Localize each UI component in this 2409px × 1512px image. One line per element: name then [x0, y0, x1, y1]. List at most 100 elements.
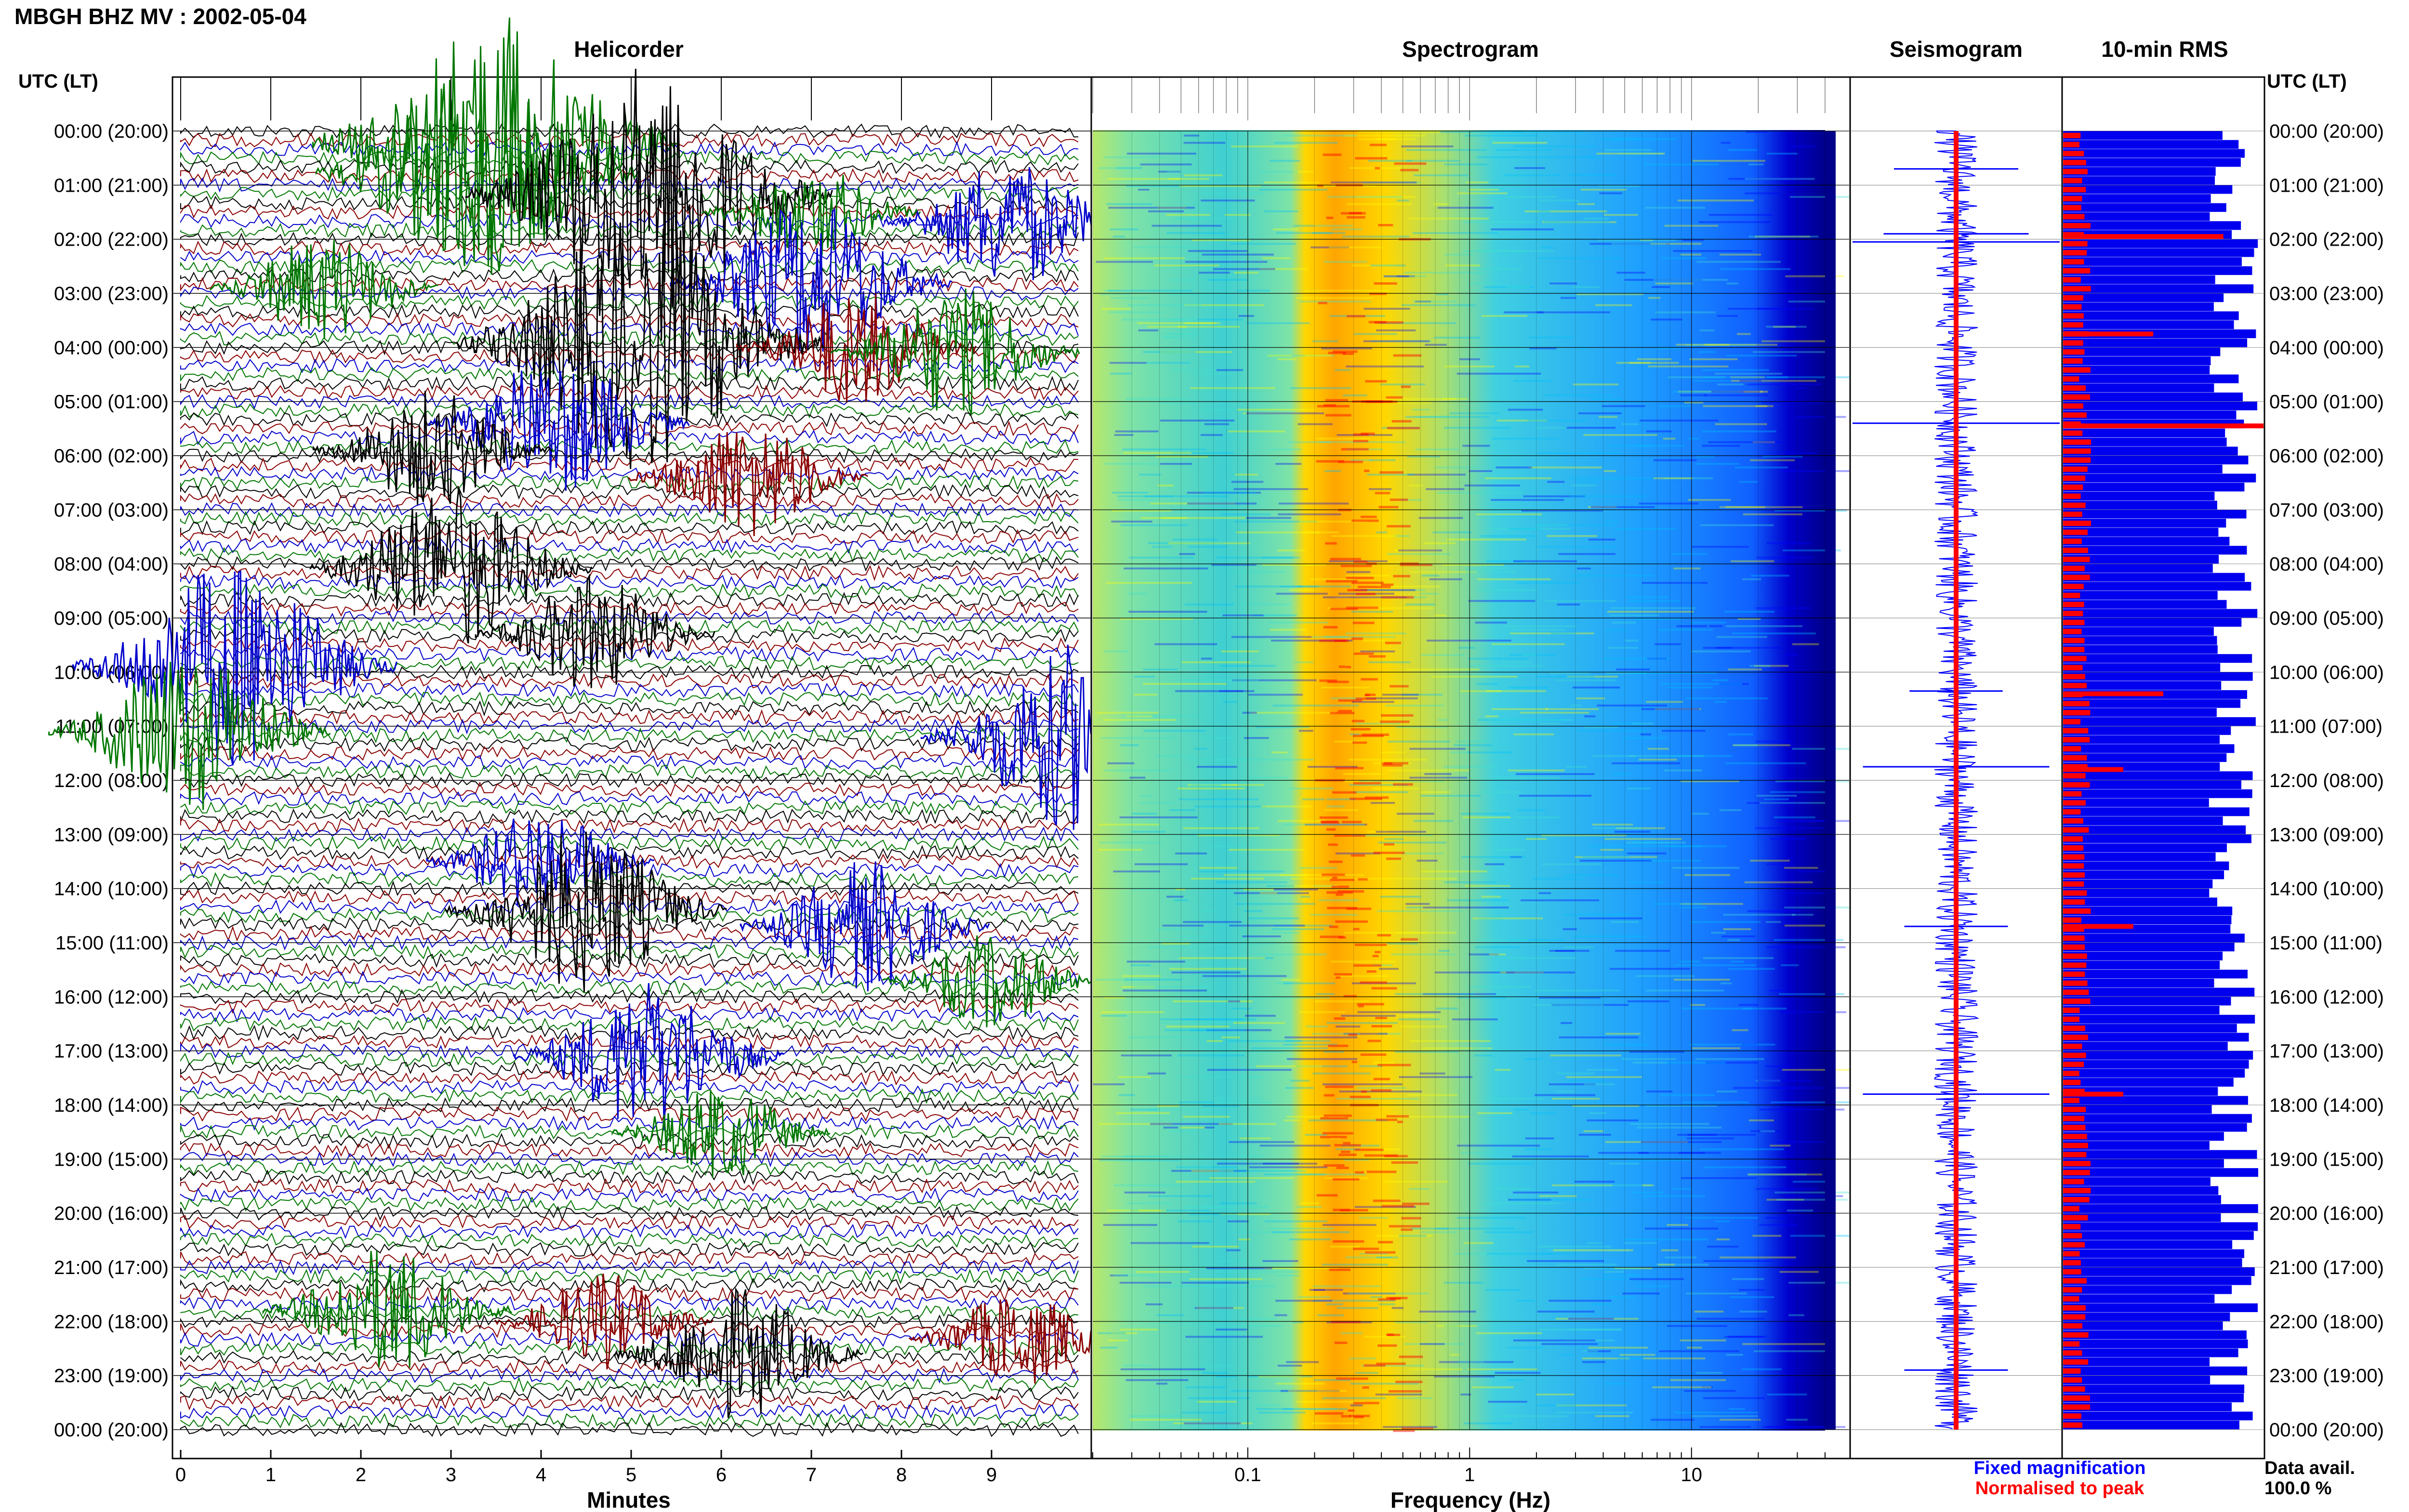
spectrogram-streak	[1422, 1047, 1492, 1050]
spectrogram-streak	[1245, 1014, 1276, 1017]
spectrogram-streak	[1266, 885, 1295, 887]
spectrogram-peak	[1381, 583, 1394, 586]
spectrogram-streak	[1756, 1079, 1781, 1082]
spectrogram-streak	[1124, 1155, 1204, 1157]
spectrogram-streak	[1485, 477, 1551, 479]
spectrogram-streak	[1114, 434, 1134, 436]
spectrogram-streak	[1609, 1296, 1635, 1298]
spectrogram-streak	[1538, 892, 1551, 894]
spectrogram-streak	[1549, 672, 1589, 674]
spectrogram-streak	[1507, 527, 1535, 530]
spectrogram-peak	[1364, 1154, 1398, 1157]
spectrogram-streak	[1235, 1155, 1265, 1157]
spectrogram-streak	[1444, 1325, 1458, 1327]
spectrogram-streak	[1330, 697, 1362, 699]
helicorder-trace	[180, 673, 1079, 689]
spectrogram-streak	[1322, 1263, 1388, 1266]
time-label-right: 20:00 (16:00)	[2269, 1203, 2384, 1224]
spectrogram-streak	[1611, 607, 1695, 609]
spectrogram-streak	[1704, 394, 1769, 396]
spectrogram-streak	[1553, 1249, 1633, 1251]
spectrogram-streak	[1286, 1361, 1319, 1363]
spectrogram-streak	[1637, 445, 1653, 447]
spectrogram-streak	[1583, 434, 1658, 436]
spectrogram-streak	[1790, 892, 1829, 894]
spectrogram-streak	[1782, 549, 1841, 552]
rms-fixed-bar	[2063, 573, 2245, 582]
spectrogram-streak	[1349, 1357, 1376, 1360]
rms-normalised-bar	[2063, 602, 2084, 607]
rms-normalised-bar	[2063, 1233, 2082, 1239]
spectrogram-streak	[1785, 275, 1844, 277]
spectrogram-streak	[1605, 1033, 1641, 1035]
spectrogram-streak	[1785, 654, 1798, 656]
spectrogram-streak	[1677, 1133, 1756, 1136]
spectrogram-streak	[1539, 723, 1561, 725]
spectrogram-streak	[1316, 993, 1335, 995]
spectrogram-streak	[1316, 224, 1353, 227]
helicorder-trace	[180, 412, 1079, 428]
spectrogram-streak	[1265, 1267, 1339, 1269]
spectrogram-streak	[1696, 261, 1781, 263]
spectrogram-streak	[1334, 740, 1365, 743]
spectrogram-streak	[1350, 1404, 1363, 1407]
data-availability-value: 100.0 %	[2264, 1478, 2331, 1499]
spectrogram-streak	[1419, 1072, 1445, 1075]
spectrogram-streak	[1261, 805, 1312, 808]
spectrogram-streak	[1708, 214, 1773, 216]
spectrogram-peak	[1323, 153, 1342, 156]
spectrogram-streak	[1513, 145, 1597, 147]
spectrogram-streak	[1189, 1278, 1263, 1280]
spectrogram-streak	[1525, 1137, 1554, 1140]
spectrogram-streak	[1497, 1188, 1531, 1190]
rms-normalised-bar	[2063, 791, 2082, 797]
time-label-right: 09:00 (05:00)	[2269, 608, 2384, 629]
x-tick-label: 4	[536, 1464, 546, 1486]
spectrogram-peak	[1384, 1155, 1408, 1157]
spectrogram-streak	[1363, 308, 1410, 310]
spectrogram-streak	[1214, 1051, 1285, 1053]
spectrogram-streak	[1526, 838, 1547, 840]
spectrogram-streak	[1197, 766, 1237, 768]
spectrogram-streak	[1484, 863, 1505, 866]
spectrogram-streak	[1491, 527, 1570, 530]
spectrogram-peak	[1350, 728, 1371, 731]
spectrogram-peak	[1320, 1117, 1348, 1120]
spectrogram-streak	[1335, 369, 1350, 371]
spectrogram-peak	[1371, 1089, 1392, 1092]
rms-fixed-bar	[2063, 338, 2248, 347]
spectrogram-streak	[1779, 1271, 1819, 1273]
spectrogram-streak	[1688, 499, 1731, 501]
spectrogram-streak	[1178, 788, 1245, 789]
rms-normalised-bar	[2063, 493, 2081, 499]
rms-normalised-bar	[2063, 683, 2087, 688]
rms-fixed-bar	[2063, 771, 2253, 780]
spectrogram-streak	[1105, 463, 1159, 465]
spectrogram-streak	[1120, 1368, 1205, 1370]
spectrogram-streak	[1231, 679, 1317, 682]
spectrogram-streak	[1130, 964, 1151, 966]
spectrogram-streak	[1154, 643, 1218, 645]
spectrogram-streak	[1293, 171, 1313, 173]
spectrogram-streak	[1751, 575, 1789, 577]
spectrogram-streak	[1178, 326, 1240, 328]
spectrogram-streak	[1202, 975, 1287, 977]
spectrogram-streak	[1680, 780, 1739, 782]
spectrogram-streak	[1255, 1404, 1281, 1407]
spectrogram-peak	[1336, 893, 1344, 896]
spectrogram-streak	[1321, 347, 1372, 350]
spectrogram-streak	[1405, 903, 1430, 905]
spectrogram-streak	[1537, 546, 1615, 548]
spectrogram-streak	[1143, 683, 1227, 685]
spectrogram-streak	[1242, 711, 1257, 714]
helicorder-trace	[180, 953, 1079, 969]
rms-fixed-bar	[2063, 131, 2223, 140]
helicorder-trace	[180, 1079, 1079, 1095]
spectrogram-streak	[1231, 1007, 1252, 1010]
spectrogram-streak	[1168, 178, 1209, 180]
spectrogram-streak	[1117, 499, 1158, 501]
spectrogram-peak	[1353, 560, 1367, 563]
spectrogram-streak	[1116, 167, 1142, 169]
time-label-left: 22:00 (18:00)	[54, 1311, 169, 1332]
spectrogram-streak	[1313, 1288, 1343, 1291]
